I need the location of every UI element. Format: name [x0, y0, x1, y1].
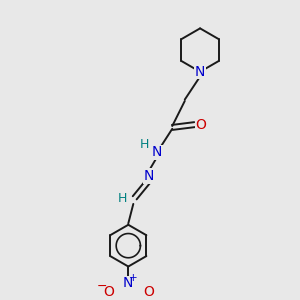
Text: H: H: [140, 138, 149, 151]
Text: O: O: [143, 285, 154, 299]
Text: O: O: [195, 118, 206, 132]
Text: −: −: [97, 280, 107, 293]
Text: +: +: [129, 273, 138, 283]
Text: N: N: [195, 65, 205, 79]
Text: N: N: [143, 169, 154, 183]
Text: H: H: [118, 192, 128, 205]
Text: N: N: [152, 146, 162, 160]
Text: O: O: [103, 285, 114, 299]
Text: N: N: [123, 276, 134, 290]
